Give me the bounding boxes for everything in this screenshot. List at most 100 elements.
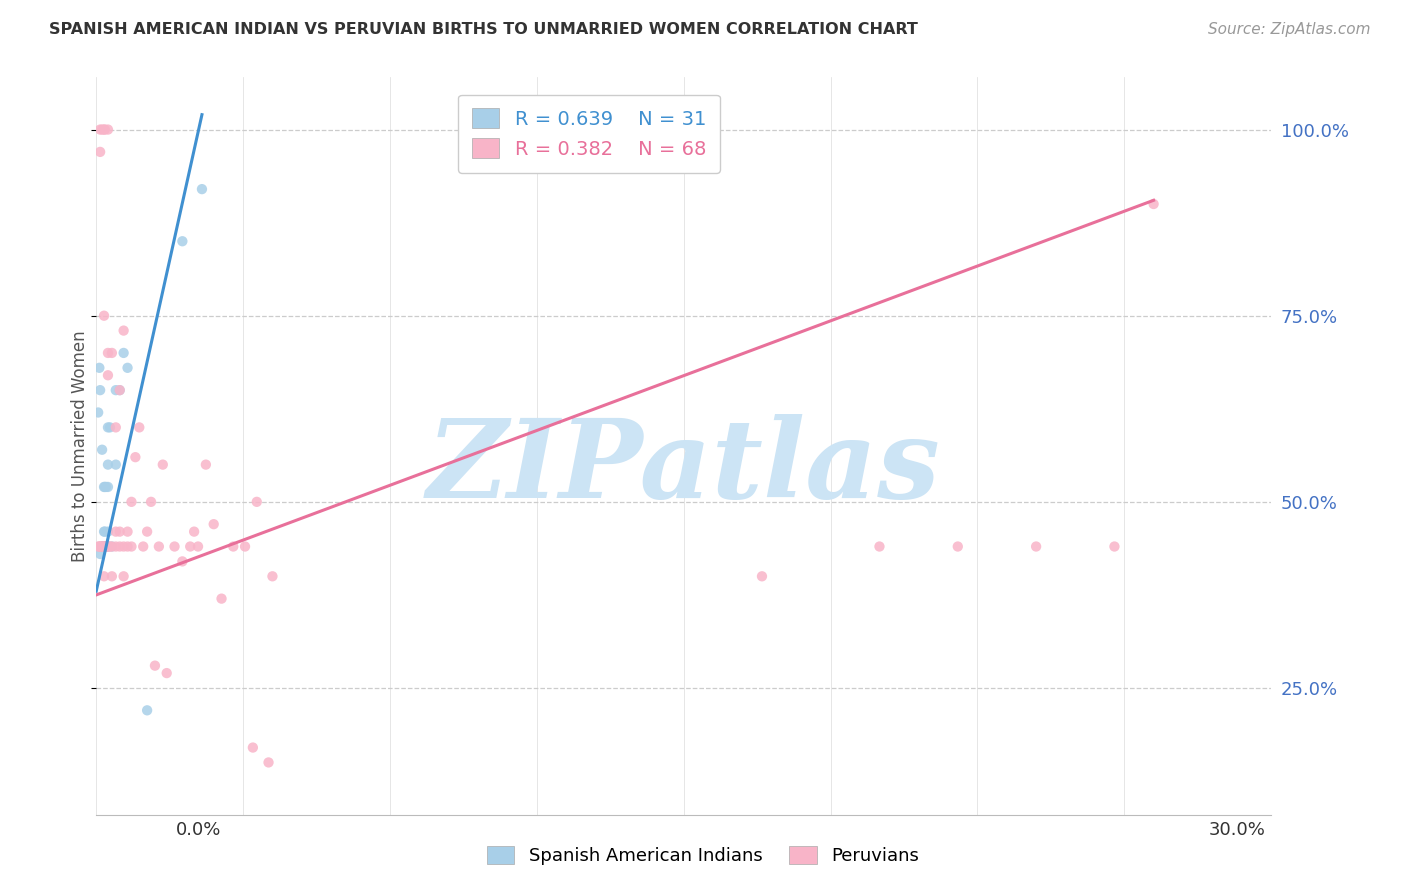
Legend: R = 0.639    N = 31, R = 0.382    N = 68: R = 0.639 N = 31, R = 0.382 N = 68: [458, 95, 720, 172]
Point: [97, 540, 120, 554]
Point: [94, 524, 117, 539]
Point: [242, 740, 264, 755]
Point: [1104, 540, 1126, 554]
Point: [108, 383, 131, 397]
Point: [112, 540, 135, 554]
Point: [869, 540, 891, 554]
Point: [128, 420, 150, 434]
Point: [1142, 197, 1164, 211]
Y-axis label: Births to Unmarried Women: Births to Unmarried Women: [72, 330, 89, 562]
Point: [179, 540, 201, 554]
Point: [97, 458, 120, 472]
Point: [97, 540, 120, 554]
Point: [97, 480, 120, 494]
Point: [233, 540, 256, 554]
Point: [97, 368, 120, 383]
Point: [94, 480, 117, 494]
Point: [97, 540, 120, 554]
Point: [89, 383, 111, 397]
Text: Source: ZipAtlas.com: Source: ZipAtlas.com: [1208, 22, 1371, 37]
Point: [97, 420, 120, 434]
Point: [112, 346, 135, 360]
Point: [136, 703, 159, 717]
Point: [124, 450, 146, 465]
Point: [163, 540, 186, 554]
Point: [89, 540, 111, 554]
Point: [172, 234, 194, 248]
Point: [108, 524, 131, 539]
Point: [262, 569, 284, 583]
Point: [246, 495, 269, 509]
Point: [191, 182, 214, 196]
Point: [117, 540, 139, 554]
Point: [93, 524, 115, 539]
Point: [104, 458, 127, 472]
Point: [1025, 540, 1047, 554]
Text: ZIPatlas: ZIPatlas: [426, 415, 941, 522]
Point: [97, 346, 120, 360]
Point: [91, 122, 114, 136]
Point: [94, 122, 117, 136]
Point: [117, 524, 139, 539]
Point: [93, 569, 115, 583]
Point: [91, 540, 114, 554]
Point: [101, 540, 124, 554]
Point: [104, 420, 127, 434]
Legend: Spanish American Indians, Peruvians: Spanish American Indians, Peruvians: [479, 838, 927, 872]
Point: [89, 540, 111, 554]
Point: [187, 540, 209, 554]
Point: [91, 540, 114, 554]
Point: [172, 554, 194, 568]
Point: [89, 547, 111, 561]
Point: [93, 540, 115, 554]
Point: [139, 495, 162, 509]
Point: [104, 383, 127, 397]
Text: 0.0%: 0.0%: [176, 821, 221, 838]
Point: [120, 540, 142, 554]
Point: [91, 540, 114, 554]
Point: [94, 540, 117, 554]
Point: [97, 122, 120, 136]
Point: [136, 524, 159, 539]
Point: [94, 540, 117, 554]
Point: [104, 524, 127, 539]
Text: SPANISH AMERICAN INDIAN VS PERUVIAN BIRTHS TO UNMARRIED WOMEN CORRELATION CHART: SPANISH AMERICAN INDIAN VS PERUVIAN BIRT…: [49, 22, 918, 37]
Point: [156, 666, 179, 681]
Point: [143, 658, 166, 673]
Point: [97, 524, 120, 539]
Point: [194, 458, 217, 472]
Point: [257, 756, 280, 770]
Point: [90, 540, 112, 554]
Point: [117, 360, 139, 375]
Point: [94, 540, 117, 554]
Point: [93, 309, 115, 323]
Point: [946, 540, 969, 554]
Point: [183, 524, 205, 539]
Point: [91, 540, 114, 554]
Point: [98, 540, 121, 554]
Point: [211, 591, 233, 606]
Point: [751, 569, 773, 583]
Point: [94, 540, 117, 554]
Point: [89, 360, 111, 375]
Point: [202, 517, 225, 532]
Point: [152, 458, 174, 472]
Point: [112, 569, 135, 583]
Point: [87, 540, 110, 554]
Point: [120, 495, 142, 509]
Text: 30.0%: 30.0%: [1209, 821, 1265, 838]
Point: [104, 540, 127, 554]
Point: [94, 480, 117, 494]
Point: [132, 540, 155, 554]
Point: [90, 540, 112, 554]
Point: [93, 122, 115, 136]
Point: [93, 540, 115, 554]
Point: [222, 540, 245, 554]
Point: [101, 569, 124, 583]
Point: [91, 442, 114, 457]
Point: [93, 480, 115, 494]
Point: [89, 122, 111, 136]
Point: [108, 383, 131, 397]
Point: [101, 540, 124, 554]
Point: [108, 540, 131, 554]
